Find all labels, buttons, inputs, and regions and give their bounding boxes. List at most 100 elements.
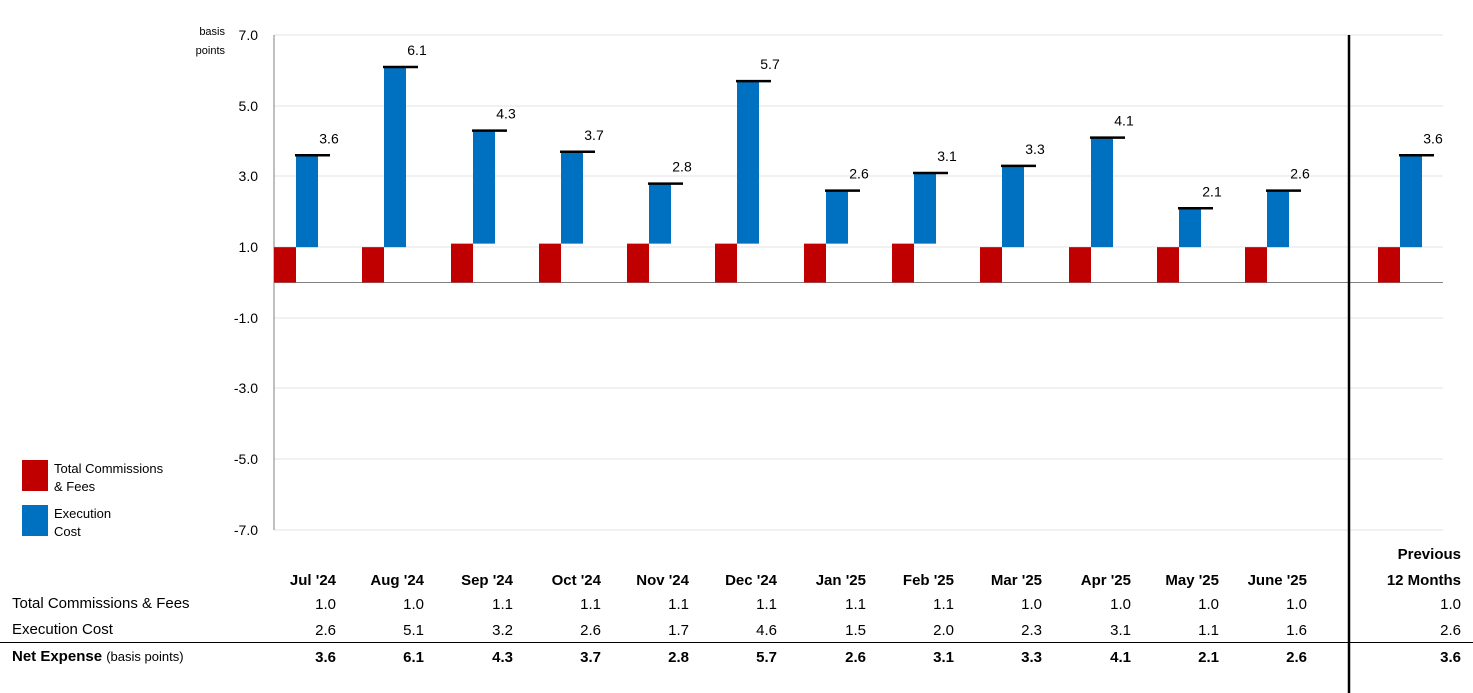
legend-item-execution: Execution Cost <box>22 505 184 541</box>
bar-execution-6 <box>826 190 848 244</box>
column-header: Feb '25 <box>903 572 954 589</box>
chart-legend: Total Commissions & Fees Execution Cost <box>22 460 184 550</box>
y-tick-label: -3.0 <box>234 380 258 396</box>
table-cell: 1.0 <box>1021 596 1042 613</box>
net-data-label-10: 2.1 <box>1202 183 1222 199</box>
bar-execution-9 <box>1091 137 1113 248</box>
net-data-label-8: 3.3 <box>1025 141 1045 157</box>
bar-commissions-0 <box>274 247 296 283</box>
y-tick-label: 5.0 <box>239 98 259 114</box>
legend-swatch-commissions <box>22 460 48 491</box>
y-unit-label: basis <box>199 26 225 38</box>
table-cell: 2.8 <box>668 649 689 666</box>
bar-commissions-7 <box>892 243 914 283</box>
y-tick-label: -7.0 <box>234 522 258 538</box>
bar-commissions-11 <box>1245 247 1267 283</box>
column-header: Dec '24 <box>725 572 778 589</box>
bar-commissions-2 <box>451 243 473 283</box>
y-tick-label: 3.0 <box>239 168 259 184</box>
bar-execution-8 <box>1002 165 1024 248</box>
table-cell: 1.1 <box>845 596 866 613</box>
legend-swatch-execution <box>22 505 48 536</box>
table-cell-summary: 1.0 <box>1440 596 1461 613</box>
table-cell: 1.0 <box>1198 596 1219 613</box>
table-cell: 2.6 <box>580 622 601 639</box>
table-cell: 1.1 <box>668 596 689 613</box>
table-cell: 4.3 <box>492 649 513 666</box>
table-cell: 1.6 <box>1286 622 1307 639</box>
bar-execution-11 <box>1267 190 1289 248</box>
bar-commissions-3 <box>539 243 561 283</box>
column-header: Nov '24 <box>636 572 689 589</box>
column-header: Jul '24 <box>290 572 337 589</box>
bar-execution-5 <box>737 81 759 244</box>
bar-commissions-6 <box>804 243 826 283</box>
table-cell: 3.7 <box>580 649 601 666</box>
table-cell: 1.0 <box>315 596 336 613</box>
table-cell: 1.0 <box>403 596 424 613</box>
net-data-label-1: 6.1 <box>407 42 427 58</box>
table-cell: 1.1 <box>492 596 513 613</box>
y-tick-label: -1.0 <box>234 310 258 326</box>
table-cell: 2.6 <box>845 649 866 666</box>
table-cell: 3.3 <box>1021 649 1042 666</box>
table-cell: 4.6 <box>756 622 777 639</box>
column-header: Jan '25 <box>816 572 866 589</box>
table-cell: 1.1 <box>933 596 954 613</box>
y-tick-label: -5.0 <box>234 451 258 467</box>
table-cell: 1.5 <box>845 622 866 639</box>
bar-execution-0 <box>296 155 318 248</box>
net-data-label-5: 5.7 <box>760 56 780 72</box>
legend-item-commissions: Total Commissions & Fees <box>22 460 184 496</box>
net-data-label-9: 4.1 <box>1114 113 1134 129</box>
column-header: June '25 <box>1248 572 1307 589</box>
bar-commissions-8 <box>980 247 1002 283</box>
bar-commissions-5 <box>715 243 737 283</box>
table-cell: 3.2 <box>492 622 513 639</box>
table-cell: 1.1 <box>580 596 601 613</box>
table-cell-summary: 2.6 <box>1440 622 1461 639</box>
table-cell: 5.1 <box>403 622 424 639</box>
bar-execution-summary <box>1400 155 1422 248</box>
column-header: Apr '25 <box>1081 572 1131 589</box>
net-data-label-11: 2.6 <box>1290 166 1310 182</box>
bar-commissions-10 <box>1157 247 1179 283</box>
table-cell-summary: 3.6 <box>1440 649 1461 666</box>
bar-execution-3 <box>561 151 583 244</box>
bar-execution-10 <box>1179 208 1201 248</box>
column-header: Mar '25 <box>991 572 1042 589</box>
column-header-summary: Previous <box>1398 546 1461 563</box>
table-cell: 6.1 <box>403 649 424 666</box>
net-data-label-7: 3.1 <box>937 148 957 164</box>
column-header: Sep '24 <box>461 572 514 589</box>
bar-execution-2 <box>473 130 495 244</box>
table-cell: 2.6 <box>315 622 336 639</box>
table-cell: 5.7 <box>756 649 777 666</box>
y-tick-label: 7.0 <box>239 27 259 43</box>
bar-commissions-1 <box>362 247 384 283</box>
net-data-label-6: 2.6 <box>849 166 869 182</box>
net-data-label-0: 3.6 <box>319 130 339 146</box>
table-cell: 4.1 <box>1110 649 1131 666</box>
net-data-label-summary: 3.6 <box>1423 130 1443 146</box>
table-cell: 2.0 <box>933 622 954 639</box>
table-cell: 1.0 <box>1286 596 1307 613</box>
column-header: Oct '24 <box>552 572 602 589</box>
table-cell: 3.1 <box>933 649 954 666</box>
bar-execution-4 <box>649 183 671 244</box>
table-cell: 1.0 <box>1110 596 1131 613</box>
column-header: May '25 <box>1165 572 1219 589</box>
table-cell: 1.1 <box>756 596 777 613</box>
table-cell: 3.6 <box>315 649 336 666</box>
legend-label-commissions: Total Commissions & Fees <box>54 461 164 494</box>
table-cell: 3.1 <box>1110 622 1131 639</box>
bar-commissions-4 <box>627 243 649 283</box>
table-cell: 1.7 <box>668 622 689 639</box>
net-data-label-4: 2.8 <box>672 159 692 175</box>
bar-commissions-summary <box>1378 247 1400 283</box>
legend-label-execution: Execution Cost <box>54 506 112 539</box>
bar-execution-7 <box>914 172 936 244</box>
table-cell: 1.1 <box>1198 622 1219 639</box>
table-cell: 2.3 <box>1021 622 1042 639</box>
